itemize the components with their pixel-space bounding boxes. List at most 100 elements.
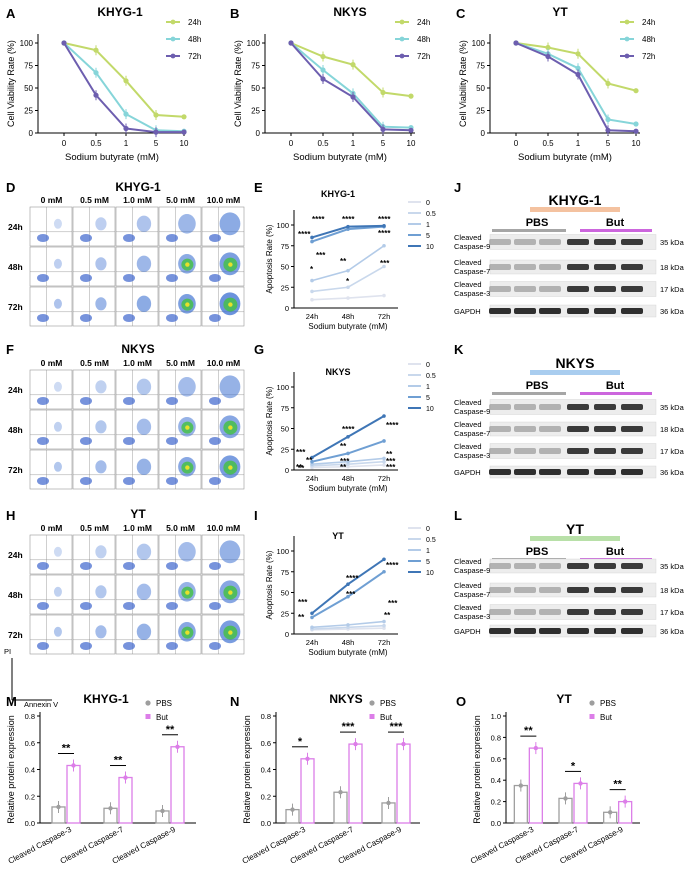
live-cell-cluster (80, 642, 92, 650)
significance-marker: * (298, 736, 303, 748)
series-line-10 (311, 558, 385, 615)
panel-label-k: K (454, 342, 464, 357)
significance-marker: * (571, 760, 576, 772)
x-tick-label: 10 (632, 139, 641, 148)
data-point (382, 414, 386, 418)
legend-label-pbs: PBS (380, 699, 396, 708)
panel-label-b: B (230, 6, 239, 21)
significance-marker: **** (342, 425, 355, 434)
blot-row-label: GAPDH (454, 307, 481, 316)
live-cell-cluster (123, 477, 135, 485)
molecular-weight: 18 kDa (660, 425, 685, 434)
significance-marker: ** (298, 613, 305, 622)
protein-band (594, 308, 616, 314)
bar-but (300, 758, 315, 824)
y-tick-label: 50 (281, 425, 289, 434)
protein-band (567, 426, 589, 432)
protein-band (539, 239, 561, 245)
y-tick-label: 0.8 (25, 712, 35, 721)
density-peak (228, 262, 233, 267)
data-point (346, 459, 350, 464)
flow-plot (115, 246, 159, 287)
live-cell-cluster (37, 397, 49, 405)
data-point (310, 615, 314, 620)
legend-label: 10 (426, 406, 434, 413)
series-line-24h (290, 42, 412, 98)
data-point (382, 456, 386, 461)
protein-band (621, 426, 643, 432)
live-cell-cluster (80, 234, 92, 242)
significance-marker: **** (386, 561, 399, 570)
flow-title: KHYG-1 (115, 180, 161, 194)
density-peak (228, 425, 233, 430)
protein-band (621, 628, 643, 634)
data-point (346, 227, 350, 231)
blot-row-label-line2: Caspase-7 (454, 429, 490, 438)
series-line-48h (290, 42, 412, 129)
data-point (346, 623, 350, 627)
blot-row-label-line2: Caspase-9 (454, 242, 490, 251)
data-point (310, 611, 314, 616)
protein-band (539, 308, 561, 314)
significance-marker: ** (114, 755, 123, 767)
data-point (346, 582, 350, 586)
flow-plot (158, 369, 202, 410)
blot-row-label: Cleaved (454, 233, 482, 242)
y-tick-label: 0.0 (25, 819, 35, 828)
protein-band (594, 264, 616, 270)
data-point (633, 88, 639, 94)
data-point (382, 293, 386, 298)
replicate-point (290, 807, 295, 812)
flow-plot (29, 286, 73, 327)
time-label: 72h (8, 302, 23, 312)
flow-plot (158, 534, 202, 575)
significance-marker: * (310, 265, 314, 274)
legend-label: 10 (426, 244, 434, 251)
density-peak (185, 262, 190, 267)
data-point (382, 569, 386, 574)
apoptotic-cell-cluster (53, 298, 62, 309)
blot-title: KHYG-1 (549, 192, 602, 208)
data-point (382, 439, 386, 443)
data-point (633, 121, 639, 127)
significance-marker: *** (380, 259, 390, 268)
chart-title: YT (552, 5, 568, 19)
x-tick-label: 0.5 (90, 139, 102, 148)
group-label-but: But (606, 217, 625, 229)
molecular-weight: 36 kDa (660, 468, 685, 477)
y-tick-label: 100 (247, 39, 261, 48)
protein-band (594, 286, 616, 292)
time-label: 24h (8, 385, 23, 395)
protein-band (567, 609, 589, 615)
data-point (61, 40, 67, 46)
chart-title: YT (556, 692, 572, 706)
legend-label: 48h (188, 35, 201, 44)
protein-band (539, 469, 561, 475)
panel-label-d: D (6, 180, 15, 195)
time-label: 24h (8, 550, 23, 560)
protein-band (539, 587, 561, 593)
live-cell-cluster (37, 234, 49, 242)
legend-label: 0.5 (426, 373, 436, 380)
group-label-pbs: PBS (526, 380, 549, 392)
density-peak (228, 302, 233, 307)
y-tick-label: 0.8 (491, 733, 501, 742)
y-tick-label: 100 (20, 39, 34, 48)
protein-band (621, 469, 643, 475)
apoptotic-cell-cluster (136, 418, 152, 435)
data-point (346, 296, 350, 300)
molecular-weight: 17 kDa (660, 447, 685, 456)
y-tick-label: 25 (24, 107, 33, 116)
flow-plot (115, 449, 159, 490)
legend-marker (170, 19, 176, 25)
apoptotic-cell-cluster (178, 542, 196, 562)
apoptotic-cell-cluster (95, 585, 107, 599)
y-tick-label: 0 (285, 304, 289, 313)
replicate-point (533, 745, 539, 751)
blot-row-label: Cleaved (454, 557, 482, 566)
y-tick-label: 0.6 (25, 739, 35, 748)
data-point (310, 239, 314, 244)
